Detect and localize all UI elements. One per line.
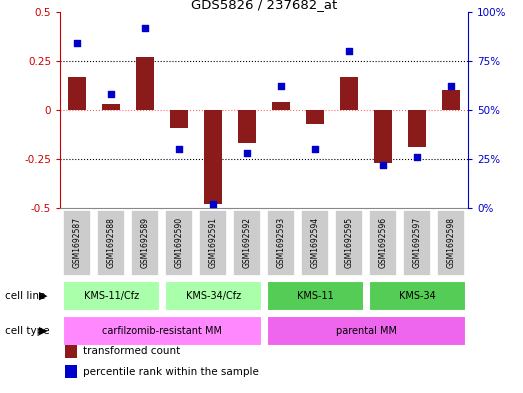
Text: cell line: cell line (5, 291, 46, 301)
Bar (306, 110, 324, 124)
FancyBboxPatch shape (63, 316, 262, 346)
Point (447, 83, 456, 90)
Text: KMS-11: KMS-11 (297, 291, 334, 301)
Bar (170, 110, 188, 128)
Text: GSM1692598: GSM1692598 (447, 217, 456, 268)
Bar (442, 90, 460, 110)
FancyBboxPatch shape (63, 210, 91, 276)
Text: cell type: cell type (5, 326, 50, 336)
FancyBboxPatch shape (165, 281, 262, 311)
FancyBboxPatch shape (403, 210, 431, 276)
Bar (102, 104, 120, 110)
FancyBboxPatch shape (437, 210, 465, 276)
Bar (408, 110, 426, 147)
Bar (204, 110, 222, 204)
Bar (136, 57, 154, 110)
Point (413, 154, 422, 160)
FancyBboxPatch shape (369, 210, 397, 276)
Text: GSM1692593: GSM1692593 (277, 217, 286, 268)
Text: carfilzomib-resistant MM: carfilzomib-resistant MM (102, 326, 222, 336)
Text: ▶: ▶ (39, 326, 48, 336)
Text: KMS-11/Cfz: KMS-11/Cfz (84, 291, 139, 301)
Point (107, 91, 116, 97)
FancyBboxPatch shape (199, 210, 227, 276)
Text: GSM1692595: GSM1692595 (345, 217, 354, 268)
FancyBboxPatch shape (301, 210, 329, 276)
Bar (68, 77, 86, 110)
Point (311, 146, 320, 152)
Title: GDS5826 / 237682_at: GDS5826 / 237682_at (191, 0, 337, 11)
Point (345, 48, 354, 54)
Text: KMS-34: KMS-34 (399, 291, 436, 301)
Bar (272, 102, 290, 110)
FancyBboxPatch shape (165, 210, 193, 276)
FancyBboxPatch shape (131, 210, 159, 276)
Point (277, 83, 286, 90)
Point (209, 201, 218, 208)
Bar (238, 110, 256, 143)
Point (73, 40, 82, 46)
Point (379, 162, 388, 168)
Text: GSM1692596: GSM1692596 (379, 217, 388, 268)
Point (175, 146, 184, 152)
Point (243, 150, 252, 156)
Text: GSM1692597: GSM1692597 (413, 217, 422, 268)
FancyBboxPatch shape (369, 281, 465, 311)
Text: ▶: ▶ (39, 291, 48, 301)
Text: transformed count: transformed count (83, 346, 180, 356)
Text: GSM1692588: GSM1692588 (107, 217, 116, 268)
Text: percentile rank within the sample: percentile rank within the sample (83, 367, 259, 377)
Text: GSM1692589: GSM1692589 (141, 217, 150, 268)
Text: GSM1692587: GSM1692587 (73, 217, 82, 268)
FancyBboxPatch shape (267, 210, 295, 276)
FancyBboxPatch shape (97, 210, 125, 276)
Text: GSM1692592: GSM1692592 (243, 217, 252, 268)
Text: parental MM: parental MM (336, 326, 396, 336)
FancyBboxPatch shape (335, 210, 363, 276)
Text: GSM1692590: GSM1692590 (175, 217, 184, 268)
Text: GSM1692591: GSM1692591 (209, 217, 218, 268)
FancyBboxPatch shape (233, 210, 261, 276)
FancyBboxPatch shape (267, 281, 363, 311)
FancyBboxPatch shape (63, 281, 160, 311)
Text: GSM1692594: GSM1692594 (311, 217, 320, 268)
Text: KMS-34/Cfz: KMS-34/Cfz (186, 291, 241, 301)
Point (141, 24, 150, 31)
Bar (374, 110, 392, 163)
FancyBboxPatch shape (267, 316, 465, 346)
Bar (340, 77, 358, 110)
